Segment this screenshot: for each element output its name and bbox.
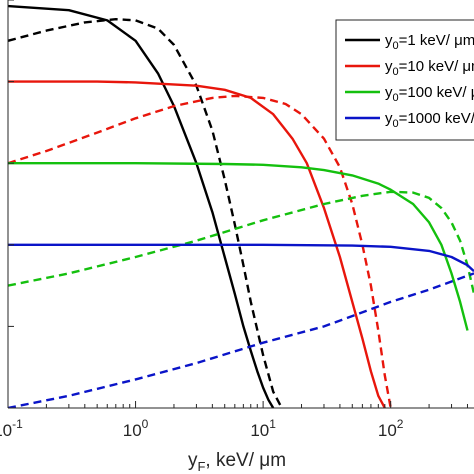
x-tick-label-exp: -1: [12, 417, 23, 431]
legend-entry-3: y0=100 keV/ μm: [385, 84, 474, 104]
x-axis-label-rest: , keV/ μm: [205, 450, 286, 471]
legend-entry-4: y0=1000 keV/ μm: [385, 110, 474, 130]
x-axis-label: yF, keV/ μm: [188, 450, 286, 474]
series-line-5: [8, 162, 469, 331]
legend-entry-prefix: y: [385, 110, 393, 127]
series-line-8: [8, 272, 474, 408]
x-tick-label-exp: 2: [397, 417, 404, 431]
legend-entry-text: =1 keV/ μm: [399, 32, 474, 49]
series-line-6: [8, 190, 474, 295]
series-line-7: [8, 243, 474, 273]
legend-entry-text: =10 keV/ μm: [399, 58, 474, 75]
x-tick-label-3: 101: [250, 417, 276, 440]
series-line-3: [8, 80, 386, 408]
x-tick-label-base: 10: [123, 421, 142, 440]
x-tick-label-exp: 0: [142, 417, 149, 431]
legend-entry-sub: 0: [393, 40, 399, 52]
x-tick-label-4: 102: [378, 417, 404, 440]
legend-entry-text: =100 keV/ μm: [399, 84, 474, 101]
x-tick-label-1: 10-1: [0, 417, 23, 440]
legend-entry-sub: 0: [393, 92, 399, 104]
legend-entry-prefix: y: [385, 32, 393, 49]
series-line-2: [8, 18, 283, 408]
legend-entry-text: =1000 keV/ μm: [399, 110, 474, 127]
x-axis-label-main: y: [188, 450, 198, 471]
legend-entry-prefix: y: [385, 84, 393, 101]
legend-entry-sub: 0: [393, 118, 399, 130]
legend-entry-2: y0=10 keV/ μm: [385, 58, 474, 78]
x-tick-label-base: 10: [0, 421, 12, 440]
legend-entry-prefix: y: [385, 58, 393, 75]
x-tick-label-base: 10: [378, 421, 397, 440]
x-tick-label-2: 100: [123, 417, 149, 440]
legend-entry-1: y0=1 keV/ μm: [385, 32, 474, 52]
series-line-1: [8, 4, 275, 408]
axes-layer: [7, 0, 474, 409]
x-tick-label-base: 10: [250, 421, 269, 440]
x-tick-label-exp: 1: [269, 417, 276, 431]
legend-entry-sub: 0: [393, 66, 399, 78]
x-axis-label-sub: F: [197, 459, 205, 474]
series-layer: [8, 4, 474, 408]
